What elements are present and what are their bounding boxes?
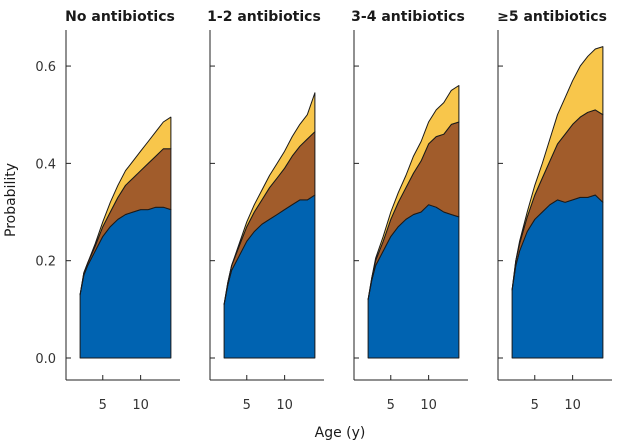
area-series-3 <box>511 46 604 291</box>
panel-title: ≥5 antibiotics <box>497 9 607 25</box>
panel: 3-4 antibiotics 5 10 <box>351 9 468 413</box>
x-tick-label: 10 <box>132 398 149 413</box>
x-tick-label: 5 <box>531 398 539 413</box>
x-tick-label: 10 <box>420 398 437 413</box>
area-series-3 <box>79 116 172 296</box>
x-tick-label: 5 <box>243 398 251 413</box>
panel: No antibiotics 5 10 <box>65 9 180 413</box>
panel-title: 1-2 antibiotics <box>207 9 321 25</box>
y-axis-title: Probability <box>3 163 19 237</box>
panel: ≥5 antibiotics 5 10 <box>497 9 612 413</box>
x-tick-label: 10 <box>564 398 581 413</box>
y-tick-label: 0.6 <box>35 60 56 75</box>
x-tick-label: 5 <box>387 398 395 413</box>
panel: 1-2 antibiotics 5 10 <box>207 9 324 413</box>
x-tick-label: 10 <box>276 398 293 413</box>
area-series-1 <box>367 204 460 359</box>
panel-title: 3-4 antibiotics <box>351 9 465 25</box>
y-tick-label: 0.0 <box>35 352 56 367</box>
area-series-3 <box>367 85 460 301</box>
x-axis-title: Age (y) <box>315 425 366 441</box>
y-tick-label: 0.4 <box>35 157 56 172</box>
area-series-1 <box>79 206 172 359</box>
y-axis: 0.0 0.2 0.4 0.6 <box>35 60 56 367</box>
y-tick-label: 0.2 <box>35 255 56 270</box>
x-tick-label: 5 <box>99 398 107 413</box>
area-series-3 <box>223 92 316 305</box>
panel-title: No antibiotics <box>65 9 175 25</box>
